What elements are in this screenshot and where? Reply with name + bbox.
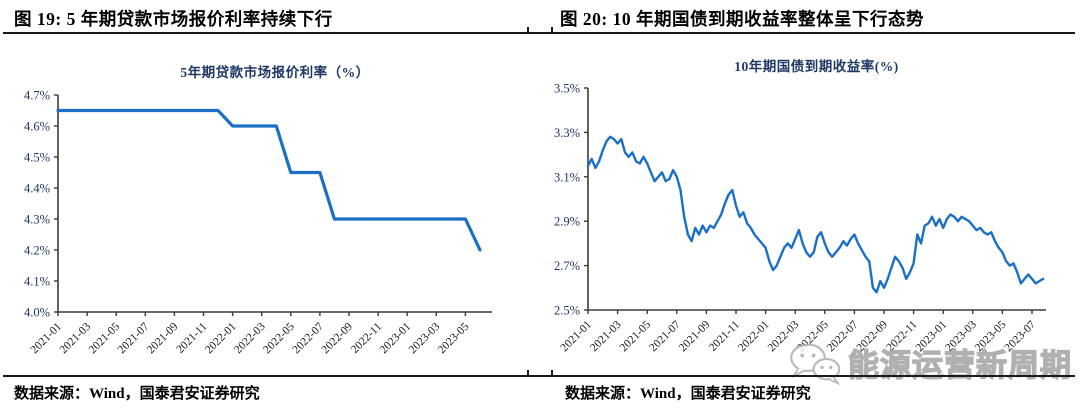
y-tick-label: 4.4% [24, 182, 50, 196]
chart-title-treasury: 10年期国债到期收益率(%) [734, 59, 899, 74]
y-tick-label: 3.5% [554, 82, 580, 96]
x-tick-label: 2021-05 [618, 318, 654, 354]
x-tick-label: 2021-11 [707, 318, 742, 353]
x-tick-label: 2021-01 [559, 318, 595, 354]
data-source-note-left: 数据来源：Wind，国泰君安证券研究 [14, 386, 260, 402]
series-line-0 [56, 108, 482, 252]
header-rule-tick-right [551, 27, 553, 33]
y-tick-label: 4.1% [24, 275, 50, 289]
series-line-1 [586, 135, 1045, 294]
y-tick-label: 2.9% [554, 215, 580, 229]
y-tick-label: 4.5% [24, 151, 50, 165]
header-divider-rule [3, 32, 1075, 34]
y-tick-label: 4.7% [24, 89, 50, 103]
footer-rule-tick-right [551, 370, 553, 376]
y-tick-label: 4.0% [24, 306, 50, 320]
x-tick-label: 2021-07 [116, 320, 152, 356]
y-tick-label: 3.1% [554, 170, 580, 184]
x-tick-label: 2021-11 [174, 320, 209, 355]
data-source-note-right: 数据来源：Wind，国泰君安证券研究 [565, 386, 811, 402]
watermark-text: 能源运营新周期 [847, 347, 1072, 383]
x-tick-label: 2022-11 [349, 320, 384, 355]
x-tick-label: 2022-07 [290, 320, 326, 356]
y-tick-label: 3.3% [554, 126, 580, 140]
x-tick-label: 2021-09 [145, 320, 181, 356]
x-tick-label: 2021-05 [87, 320, 123, 356]
x-tick-label: 2022-09 [320, 320, 356, 356]
x-tick-label: 2021-01 [29, 320, 65, 356]
x-tick-label: 2021-07 [647, 318, 683, 354]
y-tick-label: 2.5% [554, 304, 580, 318]
figure-19-heading: 图 19: 5 年期贷款市场报价利率持续下行 [14, 9, 333, 29]
y-tick-label: 4.2% [24, 244, 50, 258]
x-tick-label: 2022-03 [232, 320, 268, 356]
x-tick-label: 2021-03 [58, 320, 94, 356]
figure-20-heading: 图 20: 10 年期国债到期收益率整体呈下行态势 [560, 9, 924, 29]
watermark: 能源运营新周期 [786, 340, 1072, 385]
x-tick-label: 2022-01 [736, 318, 772, 354]
header-rule-tick-left [527, 27, 529, 33]
x-tick-label: 2023-03 [407, 320, 443, 356]
footer-divider-rule [3, 375, 1075, 377]
footer-rule-tick-left [527, 370, 529, 376]
x-tick-label: 2023-05 [436, 320, 472, 356]
x-tick-label: 2023-01 [378, 320, 414, 356]
x-tick-label: 2022-01 [203, 320, 239, 356]
y-tick-label: 4.6% [24, 120, 50, 134]
x-tick-label: 2022-05 [261, 320, 297, 356]
y-tick-label: 2.7% [554, 259, 580, 273]
chart-title-lpr: 5年期贷款市场报价利率（%） [180, 65, 370, 80]
y-tick-label: 4.3% [24, 213, 50, 227]
x-tick-label: 2021-03 [588, 318, 624, 354]
wechat-icon [790, 342, 841, 385]
x-tick-label: 2021-09 [677, 318, 713, 354]
